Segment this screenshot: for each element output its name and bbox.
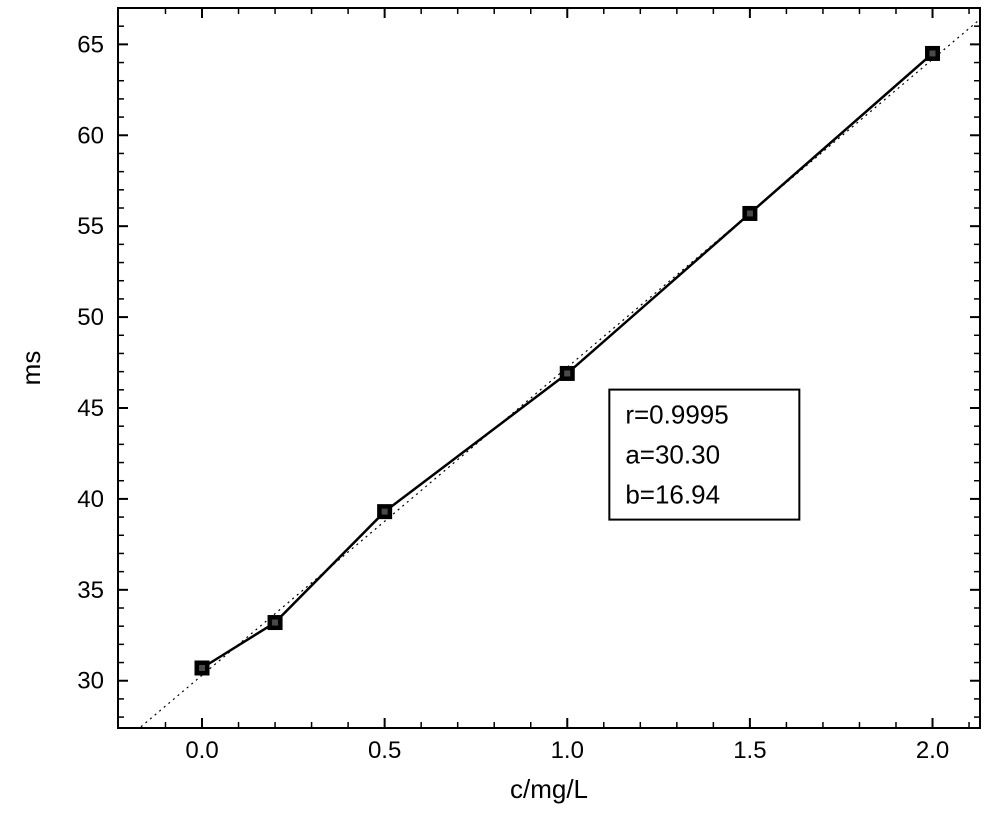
y-tick-label: 55 <box>77 213 104 240</box>
stats-line: a=30.30 <box>625 440 720 470</box>
y-tick-label: 50 <box>77 304 104 331</box>
data-polyline <box>202 53 933 668</box>
x-tick-label: 0.5 <box>368 737 401 764</box>
stats-line: r=0.9995 <box>625 400 728 430</box>
y-axis-title: ms <box>16 351 46 386</box>
y-tick-label: 60 <box>77 122 104 149</box>
stats-line: b=16.94 <box>625 480 720 510</box>
x-axis-title: c/mg/L <box>510 774 588 804</box>
plot-frame <box>118 8 980 728</box>
data-marker-inner <box>382 509 388 515</box>
data-marker-inner <box>564 370 570 376</box>
y-tick-label: 45 <box>77 395 104 422</box>
x-tick-label: 1.5 <box>733 737 766 764</box>
data-marker-inner <box>747 210 753 216</box>
y-tick-label: 65 <box>77 31 104 58</box>
data-marker-inner <box>199 665 205 671</box>
x-tick-label: 2.0 <box>916 737 949 764</box>
x-tick-label: 1.0 <box>551 737 584 764</box>
x-tick-label: 0.0 <box>185 737 218 764</box>
y-tick-label: 30 <box>77 668 104 695</box>
chart-svg: 0.0 0.5 1.0 1.5 2.0 30 35 40 45 50 55 60 65 c/mg/L ms r… <box>0 0 997 828</box>
regression-line <box>118 19 980 746</box>
chart-container: 0.0 0.5 1.0 1.5 2.0 30 35 40 45 50 55 60 65 c/mg/L ms r… <box>0 0 997 828</box>
y-tick-label: 40 <box>77 486 104 513</box>
y-tick-label: 35 <box>77 577 104 604</box>
data-marker-inner <box>930 50 936 56</box>
data-marker-inner <box>272 620 278 626</box>
